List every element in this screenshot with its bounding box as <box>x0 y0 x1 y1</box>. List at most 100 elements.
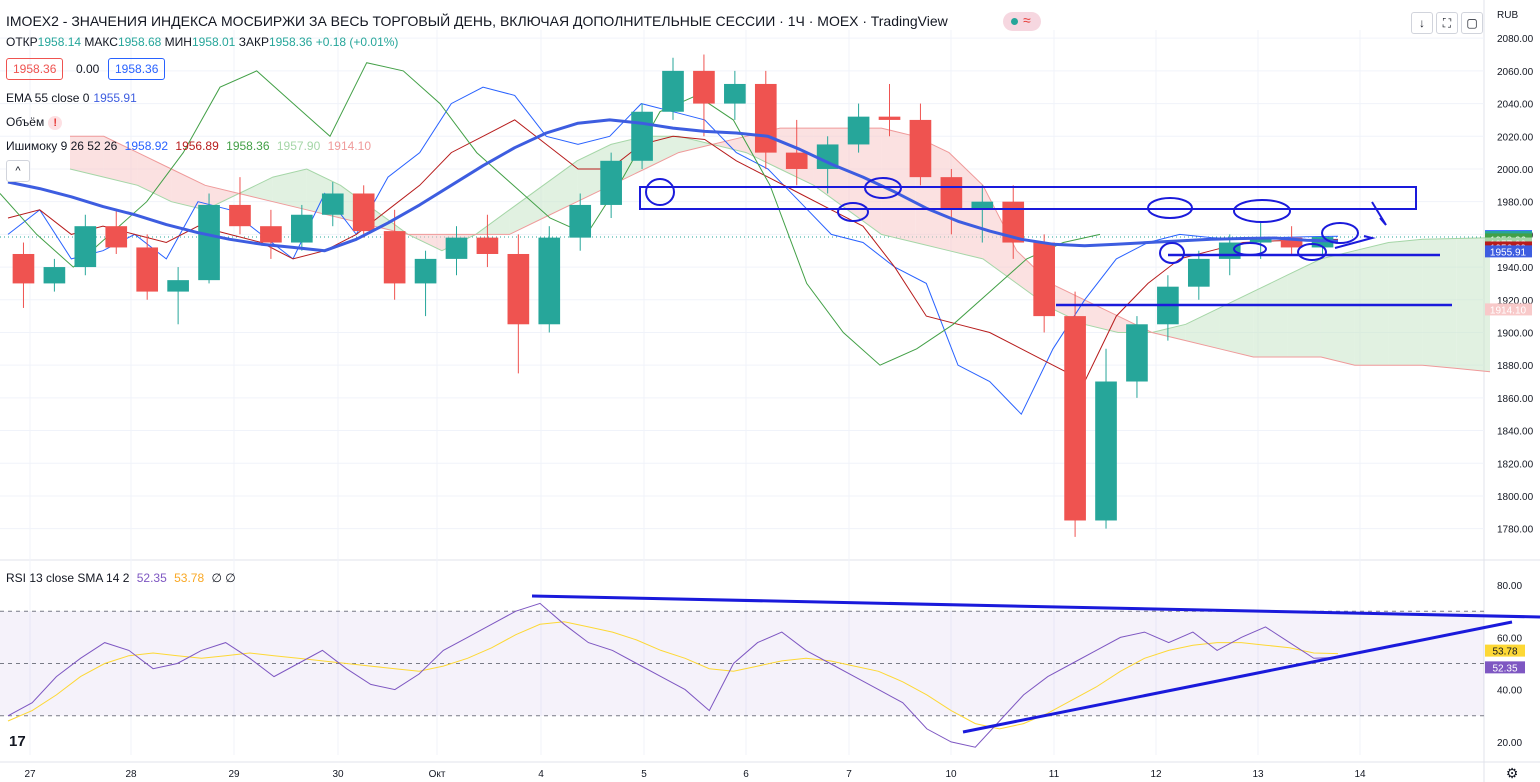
drawn-trendline <box>962 620 1513 734</box>
cloud-segment <box>205 185 240 210</box>
rsi-extra: ∅ ∅ <box>211 571 236 585</box>
open-value: 1958.14 <box>37 35 82 49</box>
sell-button[interactable]: 1958.36 <box>6 58 64 80</box>
price-tick-label: 1920.00 <box>1497 296 1534 307</box>
cloud-segment <box>1320 250 1355 366</box>
ichimoku-legend[interactable]: Ишимоку 9 26 52 26 1958.92 1956.89 1958.… <box>6 139 371 153</box>
volume-legend[interactable]: Объём! <box>6 115 63 130</box>
cloud-segment <box>644 136 679 169</box>
drawn-circle <box>1233 242 1267 256</box>
price-axis[interactable]: 2080.00 2060.00 2040.00 2020.00 2000.00 1980.… <box>1485 34 1534 749</box>
candle-body <box>878 116 901 120</box>
ichimoku-value: 1914.10 <box>327 139 371 153</box>
rsi-axis-badge-label: 52.35 <box>1492 663 1517 674</box>
leading-span-b <box>70 127 1491 373</box>
time-tick-label: 29 <box>228 769 240 780</box>
drawn-trendline <box>531 594 1540 619</box>
drawn-circle <box>1147 197 1193 219</box>
collapse-legend-button[interactable]: ^ <box>6 160 30 182</box>
candle-body <box>1311 237 1334 248</box>
tradingview-logo-icon[interactable]: 17 <box>9 733 26 750</box>
price-tick-label: 1980.00 <box>1497 198 1534 209</box>
change-value: +0.18 (+0.01%) <box>315 35 399 49</box>
price-tick-label: 2020.00 <box>1497 132 1534 143</box>
time-tick-label: Окт <box>429 769 446 780</box>
candle-body <box>1126 324 1148 382</box>
high-label: МАКС <box>84 35 118 49</box>
drawn-circle <box>1159 242 1185 264</box>
open-label: ОТКР <box>6 35 38 49</box>
ohlc-legend: ОТКР1958.14 МАКС1958.68 МИН1958.01 ЗАКР1… <box>6 35 398 49</box>
candle-body <box>229 204 251 227</box>
rsi-sma-line <box>7 621 1339 730</box>
warning-icon[interactable]: ! <box>48 116 63 130</box>
ichimoku-value: 1958.36 <box>226 139 270 153</box>
rsi-axis-badge <box>1485 661 1525 674</box>
time-tick-label: 28 <box>125 769 137 780</box>
candle-body <box>445 237 468 259</box>
currency-label[interactable]: RUB <box>1497 10 1519 21</box>
rsi-legend[interactable]: RSI 13 close SMA 14 2 52.35 53.78 ∅ ∅ <box>6 571 236 585</box>
price-axis-badge-label: 1955.91 <box>1490 247 1527 258</box>
ichimoku-cloud <box>69 127 1491 373</box>
drawn-circle <box>864 177 902 199</box>
candle-body <box>260 226 282 243</box>
cloud-segment <box>272 168 307 210</box>
ema-value: 1955.91 <box>93 91 137 105</box>
cloud-segment <box>1253 275 1288 357</box>
low-value: 1958.01 <box>191 35 236 49</box>
price-tick-label: 1860.00 <box>1497 394 1534 405</box>
ema55-line <box>7 118 1339 253</box>
time-axis[interactable]: 27 28 29 30 Окт 4 5 6 7 10 11 12 13 14 ⚙ <box>24 766 1518 782</box>
ichimoku-value: 1958.92 <box>124 139 169 153</box>
base-line <box>7 119 1339 383</box>
ema-label: EMA 55 close 0 <box>6 91 90 105</box>
price-tick-label: 1820.00 <box>1497 459 1534 470</box>
candle-body <box>1187 258 1210 287</box>
price-axis-badge <box>1485 245 1532 258</box>
price-tick-label: 1800.00 <box>1497 492 1534 503</box>
candle-body <box>105 226 128 248</box>
cloud-segment <box>1084 299 1119 333</box>
price-axis-badge-label: 1914.10 <box>1490 305 1527 316</box>
candle-body <box>12 253 35 284</box>
drawn-circle <box>1321 222 1359 244</box>
candle-body <box>816 144 839 169</box>
rsi-pane[interactable] <box>0 594 1540 748</box>
candle-body <box>693 70 715 104</box>
cloud-segment <box>678 136 713 153</box>
time-tick-label: 6 <box>743 769 749 780</box>
candle-body <box>383 231 406 284</box>
candle-body <box>538 237 561 325</box>
ichimoku-value: 1956.89 <box>175 139 219 153</box>
candle-body <box>74 226 97 268</box>
status-dot-icon <box>1011 18 1018 25</box>
candle-body <box>1280 237 1303 248</box>
rsi-value: 52.35 <box>136 571 167 585</box>
arrow-down-icon[interactable]: ↓ <box>1411 12 1433 34</box>
time-tick-label: 27 <box>24 769 36 780</box>
candle-body <box>136 247 159 292</box>
candle-body <box>507 253 530 325</box>
ema-legend[interactable]: EMA 55 close 0 1955.91 <box>6 91 137 105</box>
user-drawings[interactable] <box>639 177 1452 307</box>
candle-body <box>569 204 592 238</box>
candle-body <box>43 267 66 284</box>
price-tick-label: 2080.00 <box>1497 34 1534 45</box>
drawn-arrow <box>1371 201 1387 226</box>
buy-button[interactable]: 1958.36 <box>108 58 166 80</box>
gear-icon: ⚙ <box>1506 766 1519 782</box>
cloud-segment <box>137 152 172 202</box>
time-tick-label: 10 <box>945 769 957 780</box>
drawn-circle <box>645 178 675 206</box>
fullscreen-icon[interactable]: ▢ <box>1461 12 1483 34</box>
price-tick-label: 2060.00 <box>1497 67 1534 78</box>
candle-body <box>785 152 808 169</box>
candle-body <box>754 83 777 153</box>
expand-icon[interactable]: ⛶ <box>1436 12 1458 34</box>
candle-body <box>1249 237 1272 243</box>
market-status-badge[interactable]: ≈ <box>1003 12 1041 31</box>
candle-body <box>662 70 684 112</box>
